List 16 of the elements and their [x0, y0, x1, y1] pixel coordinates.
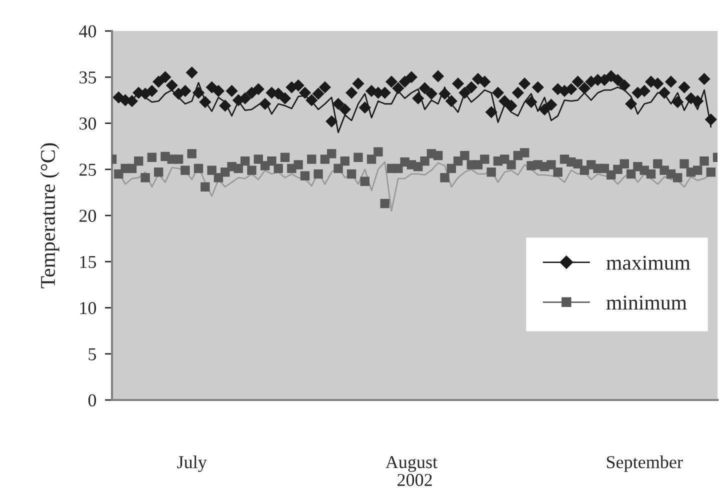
x-tick-label: July: [177, 456, 207, 472]
y-tick-label: 0: [88, 394, 96, 406]
y-tick-label: 20: [79, 210, 96, 222]
y-tick-label: 10: [80, 302, 96, 314]
x-tick-label: September: [606, 456, 683, 472]
y-tick-label: 25: [79, 164, 96, 176]
legend-label: minimum: [606, 296, 687, 310]
y-tick-label: 30: [80, 118, 96, 130]
legend-label: maximum: [606, 256, 690, 270]
y-tick-label: 40: [79, 25, 96, 38]
y-tick-label: 15: [80, 256, 96, 268]
y-axis-title: Temperature (°C): [40, 143, 60, 288]
x-axis-title: 2002: [398, 474, 432, 486]
y-tick-label: 35: [80, 71, 96, 84]
y-tick-label: 5: [88, 348, 96, 360]
x-tick-label: August: [386, 456, 438, 472]
